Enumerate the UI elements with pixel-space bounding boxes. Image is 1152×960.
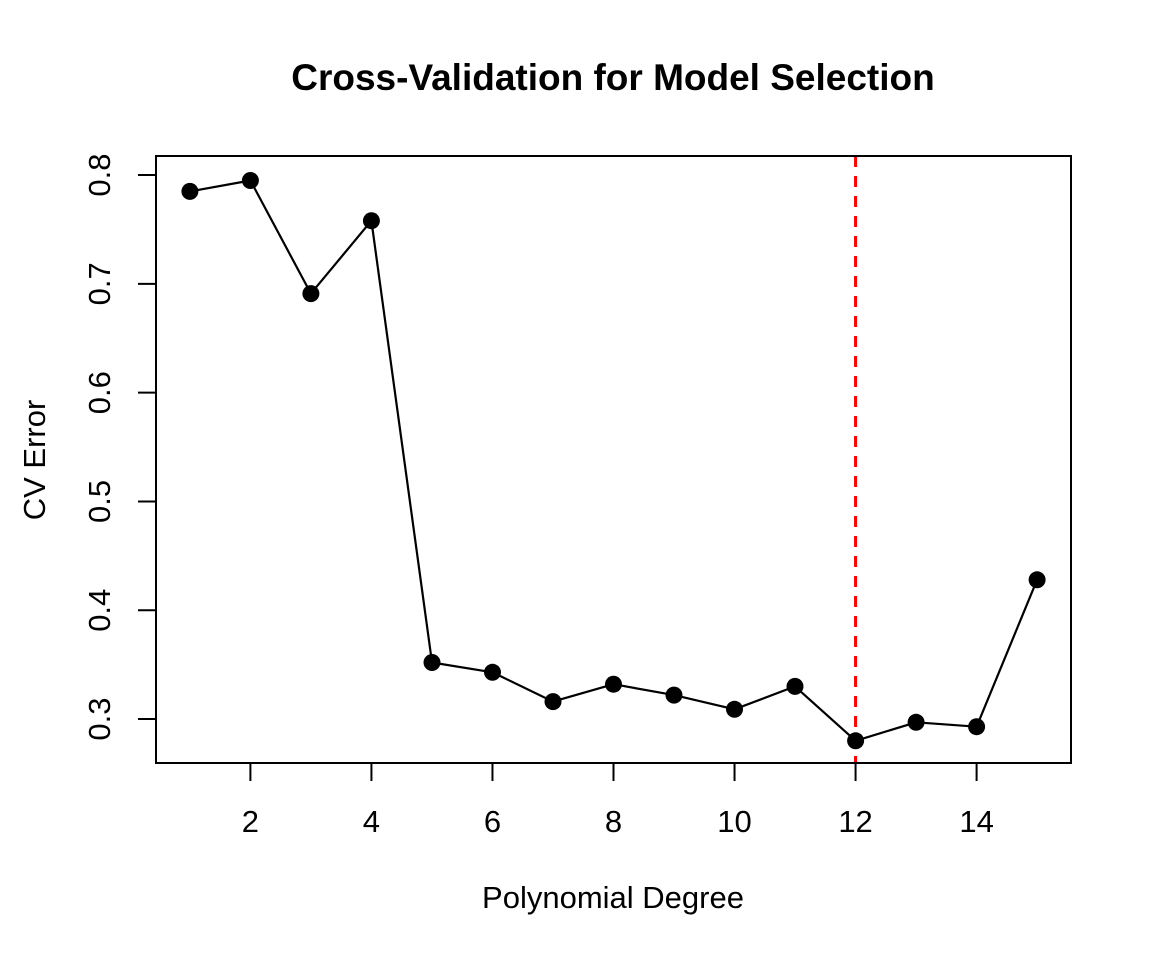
chart-generated-layer: 2 4 6 8 10 12 14 0.3 0.4 0.5 0.6 0.7 0.8 xyxy=(82,153,1072,839)
x-tick-label: 6 xyxy=(484,804,501,839)
data-point xyxy=(544,693,562,711)
x-tick-label: 4 xyxy=(363,804,380,839)
x-tick-label: 12 xyxy=(838,804,872,839)
y-axis-label: CV Error xyxy=(17,400,52,521)
data-point xyxy=(665,686,683,704)
data-point xyxy=(362,212,380,230)
y-tick-label: 0.6 xyxy=(82,371,117,414)
x-tick-label: 14 xyxy=(959,804,993,839)
y-tick-label: 0.7 xyxy=(82,262,117,305)
data-point xyxy=(968,718,986,736)
data-point xyxy=(907,713,925,731)
data-point xyxy=(484,663,501,681)
plot-box xyxy=(155,155,1072,764)
data-point xyxy=(241,172,259,189)
y-tick-label: 0.5 xyxy=(82,480,117,523)
data-point xyxy=(605,675,622,693)
data-point xyxy=(726,700,743,718)
x-tick-label: 8 xyxy=(605,804,622,839)
x-axis-label: Polynomial Degree xyxy=(482,880,744,915)
y-tick-label: 0.4 xyxy=(82,589,117,632)
data-point xyxy=(181,182,199,200)
y-tick-label: 0.3 xyxy=(82,697,117,740)
data-point xyxy=(786,677,804,695)
data-point xyxy=(423,654,441,671)
data-point xyxy=(302,285,320,303)
data-point xyxy=(1028,571,1046,589)
series-line xyxy=(189,179,1039,742)
x-tick-label: 2 xyxy=(242,804,259,839)
chart-title: Cross-Validation for Model Selection xyxy=(291,57,935,98)
y-tick-label: 0.8 xyxy=(82,153,117,196)
data-point xyxy=(847,732,865,750)
x-tick-label: 10 xyxy=(717,804,751,839)
